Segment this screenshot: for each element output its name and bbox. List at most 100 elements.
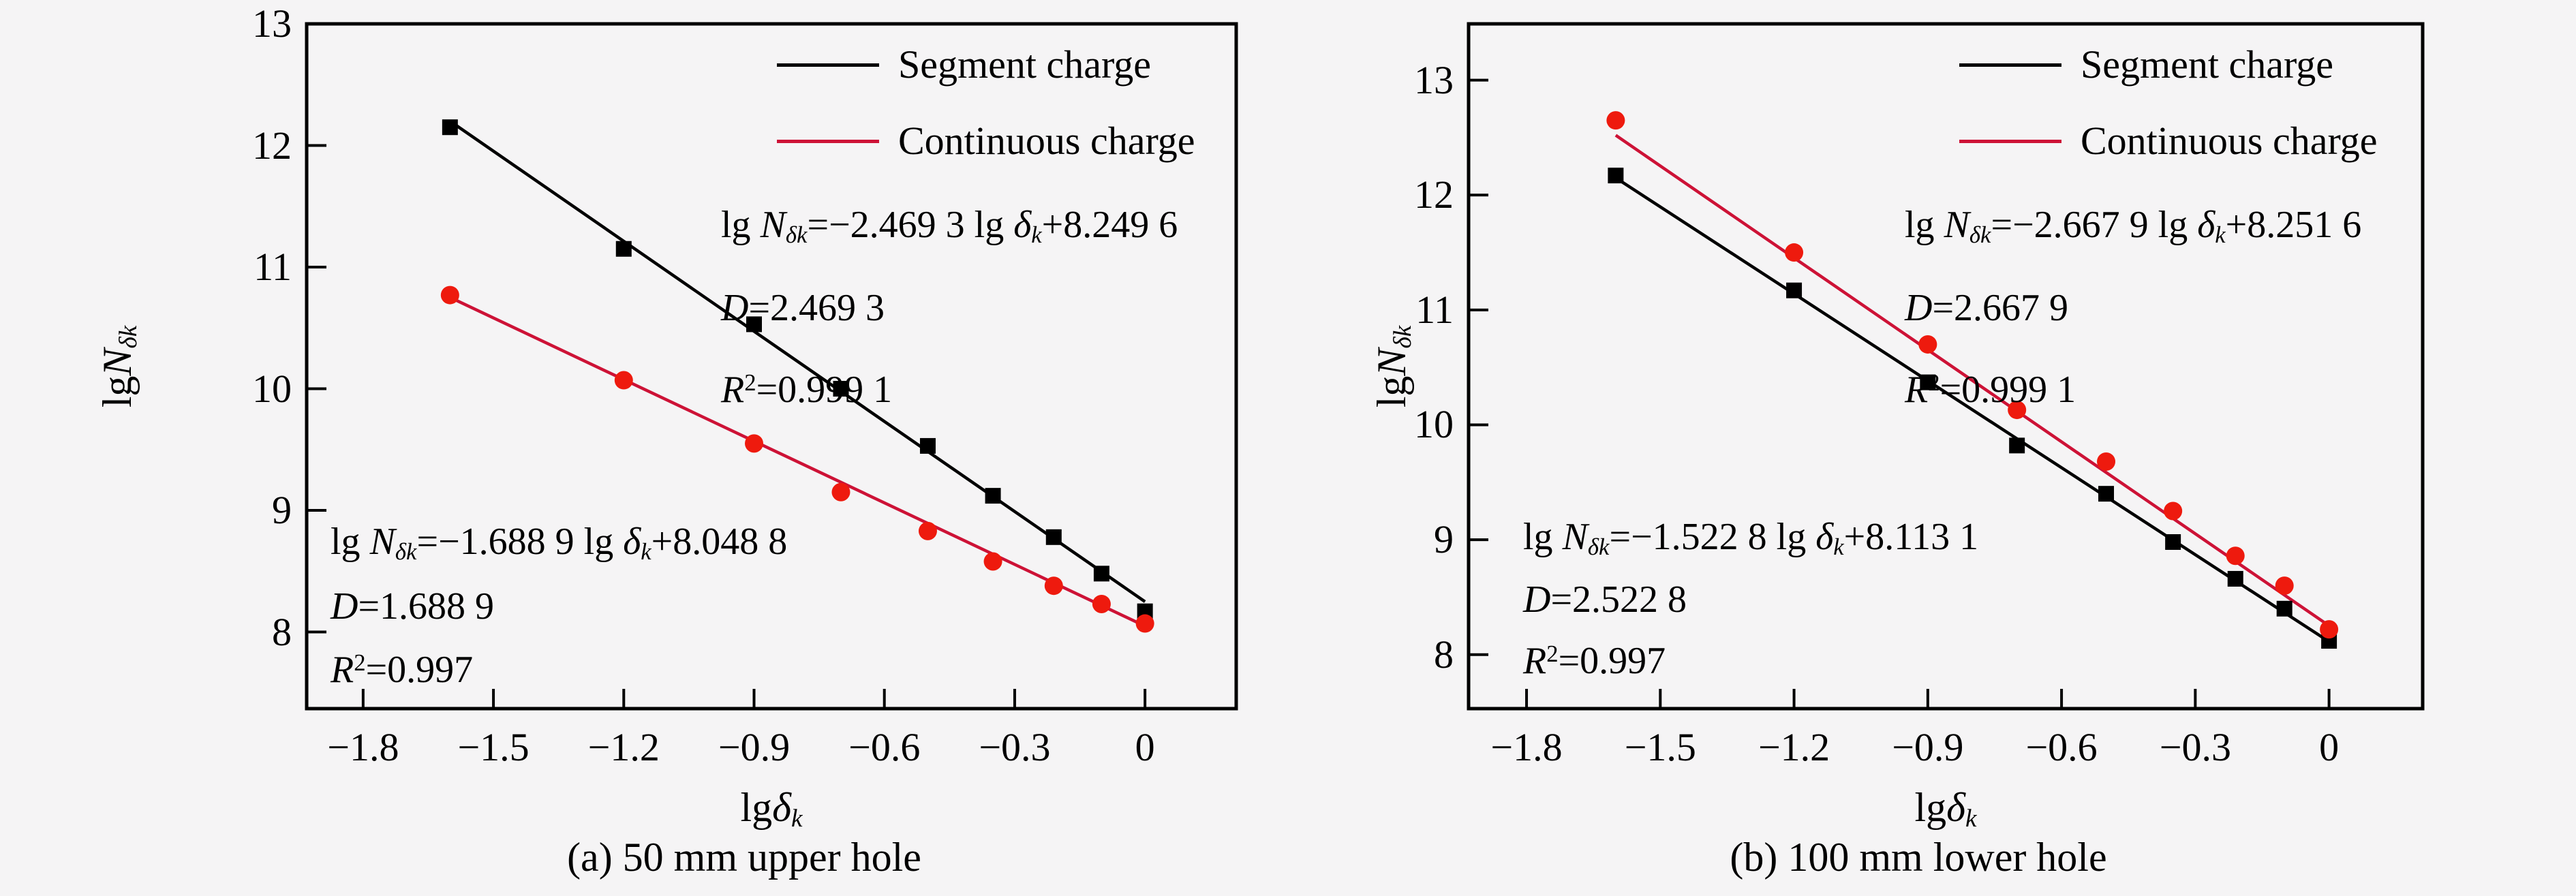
x-tick-label: −1.8 (1490, 725, 1563, 769)
chart-b-100mm-lower-hole: (b) 100 mm lower hole −1.8 −1.5 −1.2 −0.9 −0… (1288, 0, 2576, 896)
x-tick-label: −0.3 (2159, 725, 2231, 769)
marker-continuous-charge (440, 285, 459, 305)
annotation-upper-line: lg Nδk=−2.469 3 lg δk+8.249 6 (721, 204, 1178, 248)
chart-caption: (a) 50 mm upper hole (567, 835, 921, 880)
plot-border (305, 22, 1238, 711)
marker-continuous-charge (2320, 620, 2339, 639)
marker-segment-charge (833, 381, 849, 397)
legend-line-swatch (1959, 63, 2061, 67)
y-axis-title: lgNδk (1369, 325, 1417, 407)
y-tick-label: 8 (1434, 632, 1454, 677)
marker-continuous-charge (2226, 546, 2245, 566)
marker-continuous-charge (2097, 452, 2116, 471)
marker-segment-charge (1786, 282, 1803, 298)
marker-continuous-charge (2164, 501, 2183, 521)
annotation-lower-line: lg Nδk=−1.522 8 lg δk+8.113 1 (1523, 516, 1979, 560)
marker-segment-charge (1045, 529, 1062, 545)
y-tick-label: 12 (252, 123, 292, 168)
legend-label: Segment charge (2081, 42, 2333, 87)
marker-continuous-charge (2275, 576, 2294, 596)
x-tick-label: −0.3 (979, 725, 1051, 769)
y-tick-label: 10 (252, 366, 292, 411)
y-axis-title: lgNδk (95, 325, 143, 407)
legend-label: Continuous charge (898, 119, 1195, 163)
annotation-upper-line: R2=0.999 1 (1905, 369, 2076, 411)
marker-segment-charge (1093, 566, 1109, 582)
x-tick-label: −0.9 (718, 725, 791, 769)
legend-item: Continuous charge (777, 121, 1195, 161)
marker-segment-charge (2276, 600, 2293, 617)
marker-segment-charge (2165, 534, 2181, 550)
y-tick-label: 12 (1414, 172, 1454, 217)
annotation-upper-line: D=2.469 3 (721, 287, 885, 329)
marker-segment-charge (2009, 437, 2025, 454)
y-tick-label: 13 (1414, 57, 1454, 102)
y-tick-label: 11 (254, 245, 292, 290)
legend-item: Continuous charge (1959, 121, 2377, 161)
y-tick-label: 9 (272, 488, 292, 533)
legend-item: Segment charge (1959, 45, 2333, 84)
y-tick-label: 10 (1414, 402, 1454, 447)
annotation-lower-line: lg Nδk=−1.688 9 lg δk+8.048 8 (331, 521, 788, 565)
marker-segment-charge (985, 488, 1001, 504)
marker-continuous-charge (1606, 111, 1625, 130)
marker-segment-charge (1608, 168, 1624, 184)
x-tick-label: −1.2 (1758, 725, 1830, 769)
legend-item: Segment charge (777, 45, 1151, 84)
legend-line-swatch (1959, 139, 2061, 143)
annotation-lower-line: D=2.522 8 (1523, 578, 1687, 621)
x-tick-label: −1.5 (457, 725, 530, 769)
marker-segment-charge (746, 316, 763, 333)
fit-line-segment-charge (1614, 176, 2330, 643)
annotation-upper-line: R2=0.999 1 (721, 369, 893, 411)
marker-continuous-charge (2008, 401, 2027, 420)
x-tick-label: −0.6 (848, 725, 921, 769)
marker-continuous-charge (614, 371, 633, 390)
marker-segment-charge (1920, 374, 1936, 390)
legend-label: Continuous charge (2081, 119, 2378, 163)
y-tick-label: 9 (1434, 517, 1454, 562)
legend-line-swatch (777, 139, 879, 143)
y-tick-label: 11 (1415, 287, 1454, 332)
chart-caption: (b) 100 mm lower hole (1730, 835, 2107, 880)
y-tick-label: 13 (252, 1, 292, 46)
legend-line-swatch (777, 63, 879, 67)
y-tick-label: 8 (272, 609, 292, 654)
x-axis-title: lgδk (740, 785, 803, 833)
marker-continuous-charge (983, 552, 1002, 571)
plot-canvas (1467, 22, 2425, 711)
x-tick-label: −1.5 (1624, 725, 1696, 769)
marker-continuous-charge (1092, 594, 1111, 613)
annotation-lower-line: R2=0.997 (331, 649, 474, 691)
x-tick-label: −1.8 (327, 725, 399, 769)
chart-a-50mm-upper-hole: (a) 50 mm upper hole −1.8 −1.5 −1.2 −0.9 −0.… (95, 1, 1238, 880)
marker-continuous-charge (1918, 335, 1937, 354)
marker-segment-charge (615, 241, 632, 257)
annotation-upper-line: D=2.667 9 (1905, 287, 2069, 329)
x-tick-label: 0 (1135, 725, 1155, 769)
marker-continuous-charge (1044, 576, 1063, 596)
x-tick-label: −0.6 (2025, 725, 2098, 769)
plot-canvas (305, 22, 1238, 711)
annotation-lower-line: R2=0.997 (1523, 640, 1666, 682)
marker-continuous-charge (918, 521, 937, 540)
marker-continuous-charge (745, 434, 764, 453)
x-tick-label: −0.9 (1892, 725, 1964, 769)
x-tick-label: −1.2 (587, 725, 660, 769)
fit-line-continuous-charge (449, 296, 1146, 628)
legend-label: Segment charge (898, 42, 1151, 87)
marker-segment-charge (442, 119, 458, 136)
marker-continuous-charge (1135, 614, 1154, 633)
annotation-upper-line: lg Nδk=−2.667 9 lg δk+8.251 6 (1905, 204, 2362, 248)
fit-line-segment-charge (449, 119, 1146, 603)
marker-segment-charge (919, 437, 936, 454)
marker-segment-charge (2098, 486, 2115, 502)
marker-continuous-charge (831, 482, 850, 501)
annotation-lower-line: D=1.688 9 (331, 585, 495, 628)
marker-segment-charge (2227, 570, 2243, 587)
x-tick-label: 0 (2319, 725, 2340, 769)
fit-line-continuous-charge (1614, 134, 2330, 628)
marker-continuous-charge (1785, 243, 1804, 262)
x-axis-title: lgδk (1914, 785, 1977, 833)
